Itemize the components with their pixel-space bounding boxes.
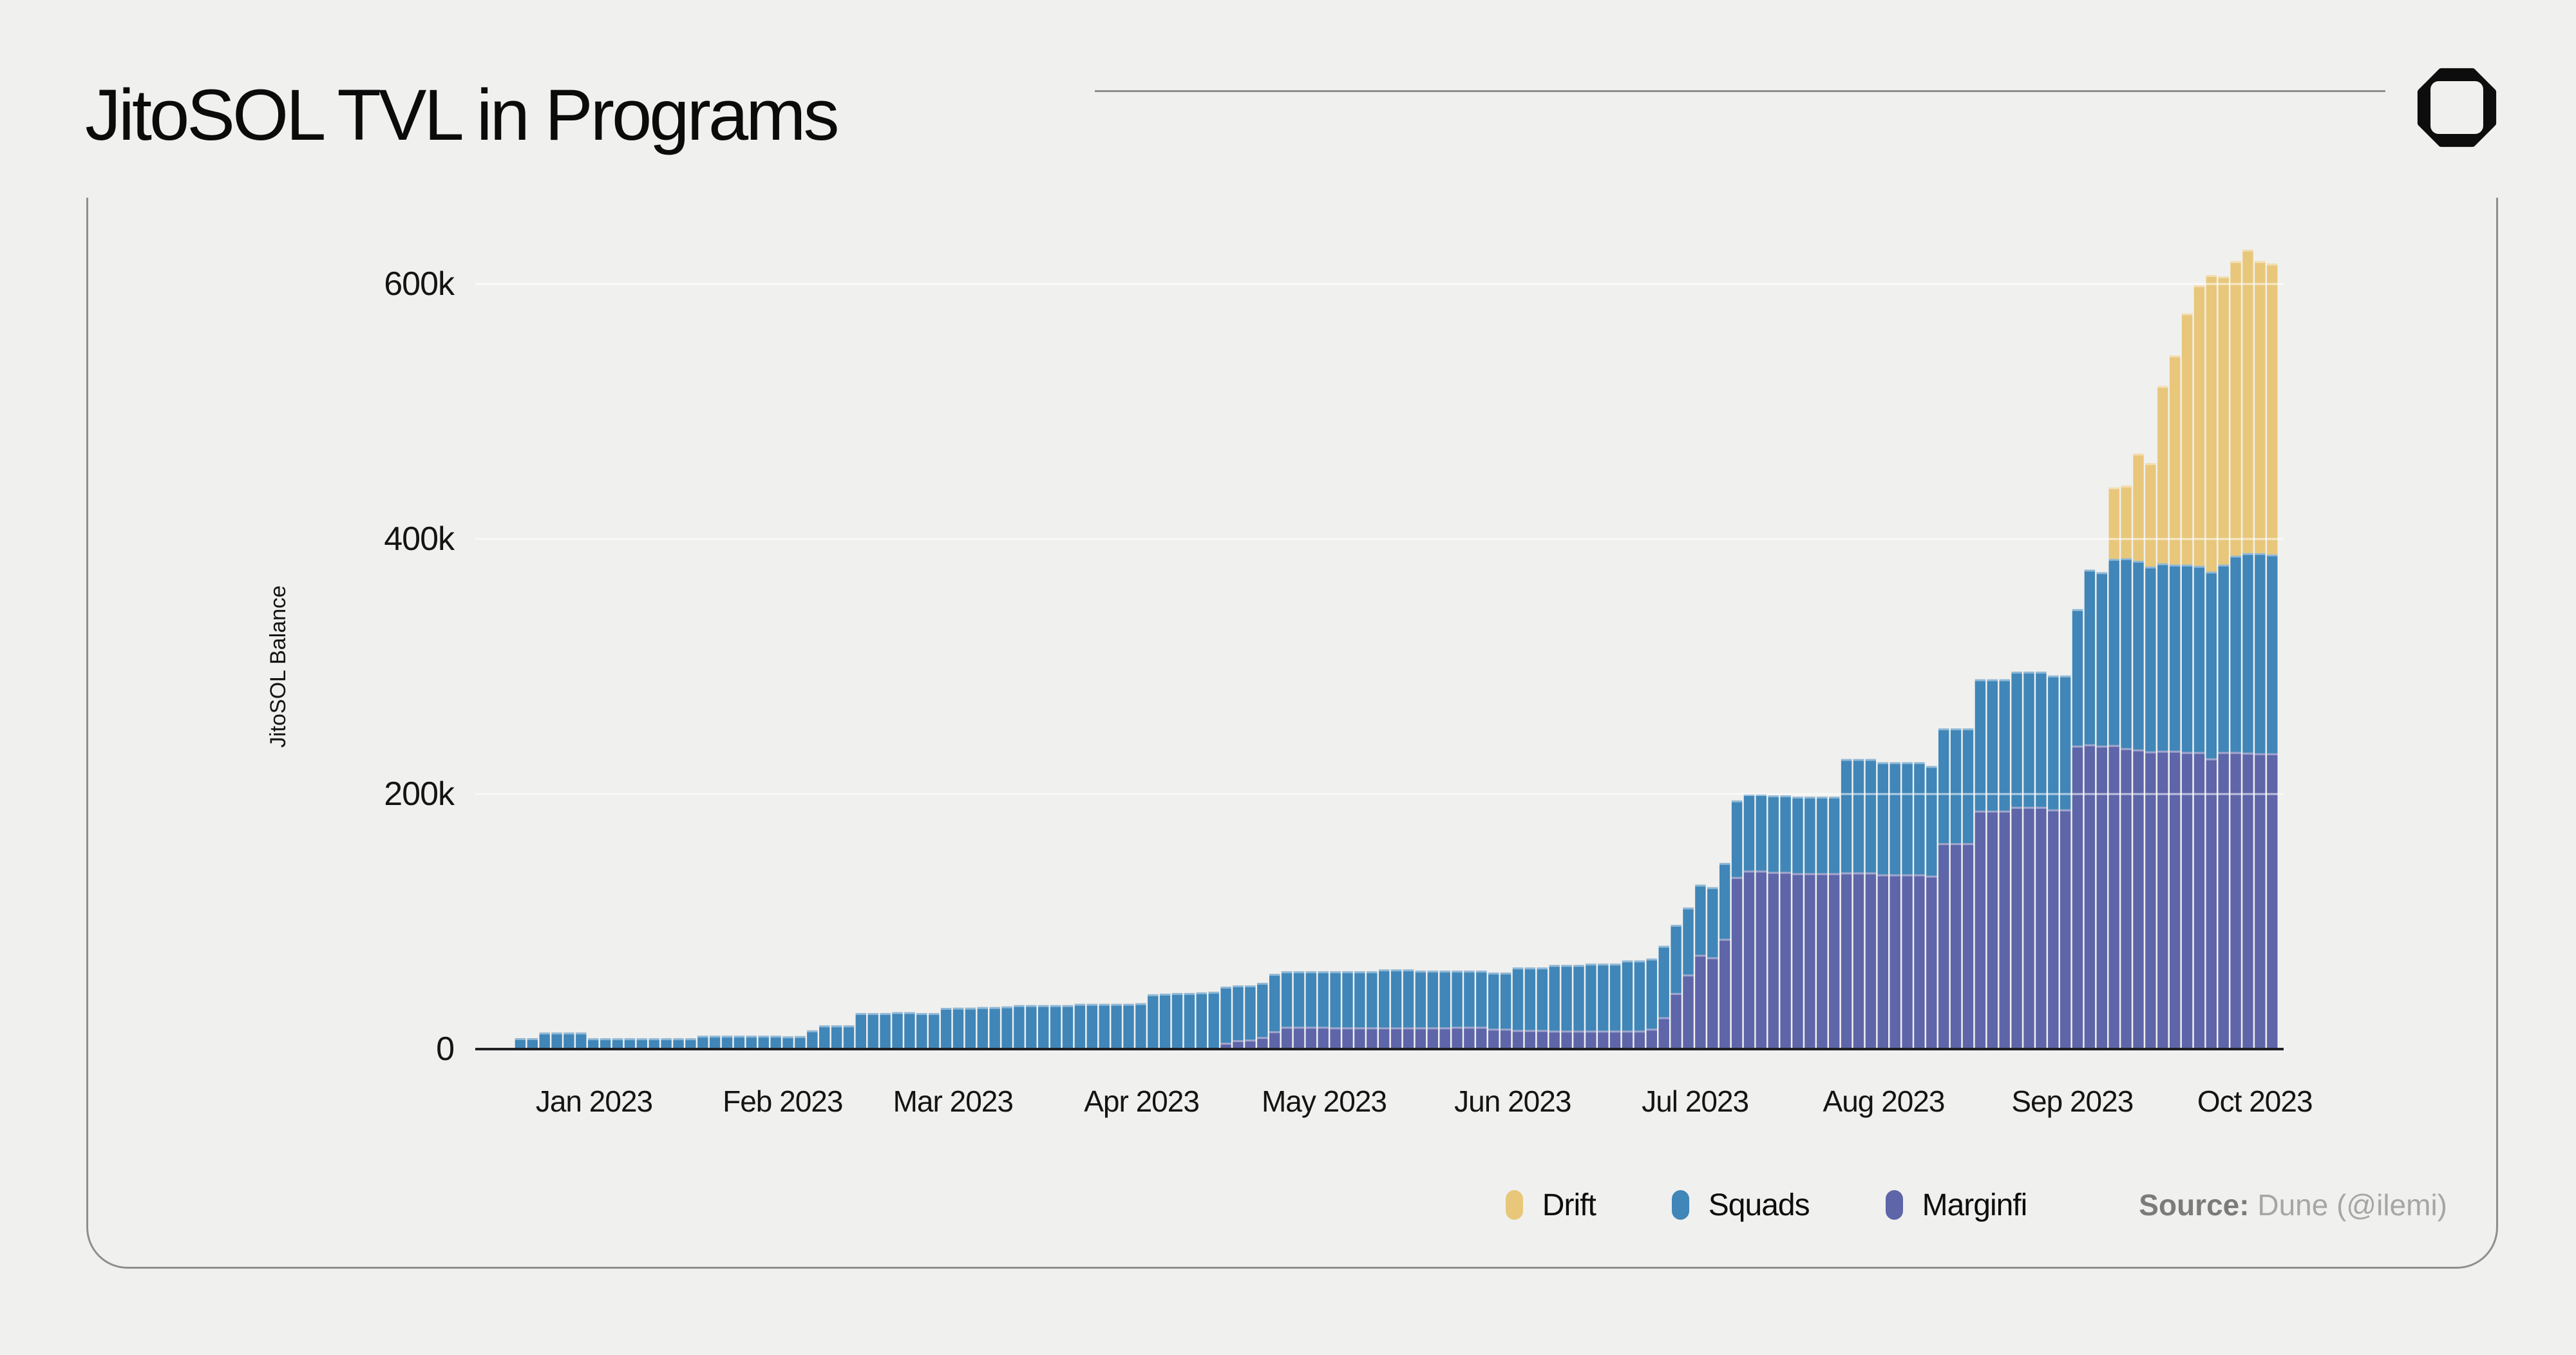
legend-swatch-drift xyxy=(1505,1190,1523,1220)
legend-swatch-squads xyxy=(1671,1190,1689,1220)
y-axis-title: JitoSOL Balance xyxy=(266,585,290,748)
page-title: JitoSOL TVL in Programs xyxy=(85,75,839,155)
x-tick-may-2023: May 2023 xyxy=(1261,1085,1387,1118)
x-tick-jan-2023: Jan 2023 xyxy=(535,1085,653,1118)
source-label: Source: xyxy=(2139,1188,2249,1222)
x-tick-feb-2023: Feb 2023 xyxy=(723,1085,843,1118)
x-tick-jun-2023: Jun 2023 xyxy=(1454,1085,1571,1118)
source-attribution: Source: Dune (@ilemi) xyxy=(2139,1188,2447,1222)
legend-label-squads: Squads xyxy=(1708,1188,1810,1222)
legend-label-drift: Drift xyxy=(1542,1188,1596,1222)
header-divider-line xyxy=(1095,90,2385,92)
legend-item-marginfi[interactable]: Marginfi xyxy=(1885,1188,2028,1223)
chart-legend: Drift Squads Marginfi xyxy=(1505,1188,2028,1223)
series-squads-bars xyxy=(478,553,2278,1049)
x-tick-sep-2023: Sep 2023 xyxy=(2011,1085,2134,1118)
y-tick-400k: 400k xyxy=(384,520,455,558)
x-tick-apr-2023: Apr 2023 xyxy=(1084,1085,1200,1118)
x-tick-oct-2023: Oct 2023 xyxy=(2197,1085,2313,1118)
legend-label-marginfi: Marginfi xyxy=(1922,1188,2028,1222)
x-tick-jul-2023: Jul 2023 xyxy=(1642,1085,1749,1118)
series-drift-bars xyxy=(2108,249,2278,572)
gridlines xyxy=(475,283,2284,795)
legend-item-squads[interactable]: Squads xyxy=(1671,1188,1810,1223)
legend-and-source-row: Drift Squads Marginfi Source: Dune (@ilemi… xyxy=(1505,1184,2447,1226)
chart-card-border xyxy=(86,198,2498,1269)
jito-octagon-logo-icon xyxy=(2417,68,2497,147)
x-tick-mar-2023: Mar 2023 xyxy=(893,1085,1014,1118)
y-tick-0: 0 xyxy=(436,1030,455,1068)
y-tick-600k: 600k xyxy=(384,265,455,303)
series-marginfi-bars xyxy=(1208,744,2278,1050)
legend-item-drift[interactable]: Drift xyxy=(1505,1188,1596,1223)
y-tick-200k: 200k xyxy=(384,775,455,813)
source-value: Dune (@ilemi) xyxy=(2249,1188,2447,1222)
x-tick-aug-2023: Aug 2023 xyxy=(1823,1085,1946,1118)
legend-swatch-marginfi xyxy=(1885,1190,1903,1220)
